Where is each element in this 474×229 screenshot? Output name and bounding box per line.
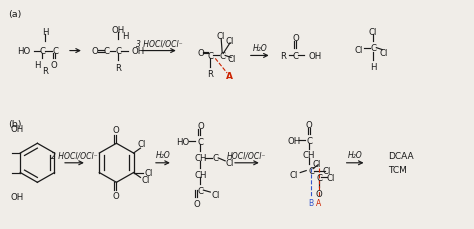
Text: 3 HOCl/OCl⁻: 3 HOCl/OCl⁻ (136, 39, 182, 48)
Text: OH: OH (112, 25, 125, 34)
Text: OH: OH (131, 47, 145, 56)
Text: HOCl/OCl⁻: HOCl/OCl⁻ (227, 151, 266, 160)
Text: C: C (52, 47, 58, 56)
Text: O: O (197, 122, 204, 131)
Text: Cl: Cl (313, 160, 321, 169)
Text: H₂O: H₂O (348, 151, 363, 160)
Text: OH: OH (288, 136, 301, 145)
Text: C: C (308, 166, 314, 175)
Text: C: C (198, 186, 203, 195)
Text: H: H (42, 27, 48, 36)
Text: H: H (370, 63, 377, 71)
Text: Cl: Cl (379, 49, 387, 58)
Text: C: C (306, 136, 312, 145)
Text: Cl: Cl (323, 166, 331, 175)
Text: H₂O: H₂O (155, 151, 170, 160)
Text: Cl: Cl (226, 37, 234, 46)
Text: C: C (212, 154, 218, 163)
Text: Cl: Cl (137, 139, 146, 148)
Text: C: C (39, 47, 46, 56)
Text: DCAA: DCAA (388, 152, 414, 161)
Text: Cl: Cl (216, 32, 224, 41)
Text: CH: CH (194, 154, 207, 163)
Text: CH: CH (194, 170, 207, 179)
Text: HO: HO (176, 137, 189, 146)
Text: C: C (103, 47, 109, 56)
Text: H: H (34, 60, 41, 69)
Text: C: C (207, 52, 213, 61)
Text: HO: HO (17, 47, 30, 56)
Text: Cl: Cl (141, 175, 150, 184)
Text: O: O (112, 192, 119, 201)
Text: O: O (112, 125, 119, 134)
Text: A: A (317, 199, 322, 207)
Text: Cl: Cl (228, 55, 236, 64)
Text: OH: OH (11, 125, 24, 134)
Text: R: R (207, 69, 213, 78)
Text: Cl: Cl (226, 159, 234, 168)
Text: Cl: Cl (327, 173, 335, 182)
Text: H: H (122, 32, 128, 41)
Text: O: O (306, 121, 312, 130)
Text: OH: OH (308, 52, 321, 61)
Text: 2 HOCl/OCl⁻: 2 HOCl/OCl⁻ (51, 151, 98, 160)
Text: CH: CH (303, 151, 315, 160)
Text: Cl: Cl (289, 170, 298, 179)
Text: O: O (197, 49, 204, 58)
Text: R: R (281, 52, 286, 61)
Text: Cl: Cl (368, 27, 376, 36)
Text: R: R (42, 66, 48, 75)
Text: R: R (115, 63, 121, 72)
Text: OH: OH (11, 193, 24, 202)
Text: Cl: Cl (355, 46, 363, 55)
Text: O: O (51, 60, 57, 69)
Text: C: C (370, 44, 376, 53)
Text: H₂O: H₂O (252, 44, 267, 53)
Text: C: C (316, 173, 322, 182)
Text: O: O (316, 189, 322, 198)
Text: O: O (91, 47, 98, 56)
Text: (a): (a) (8, 10, 21, 19)
Text: O: O (193, 199, 200, 208)
Text: Cl: Cl (144, 168, 153, 177)
Text: O: O (293, 34, 300, 43)
Text: C: C (115, 47, 121, 56)
Text: B: B (309, 199, 314, 207)
Text: C: C (198, 137, 203, 146)
Text: Cl: Cl (211, 191, 219, 200)
Text: C: C (292, 52, 298, 61)
Text: A: A (226, 72, 233, 81)
Text: TCM: TCM (388, 165, 407, 174)
Text: (b): (b) (8, 119, 21, 128)
Text: C: C (219, 52, 225, 61)
